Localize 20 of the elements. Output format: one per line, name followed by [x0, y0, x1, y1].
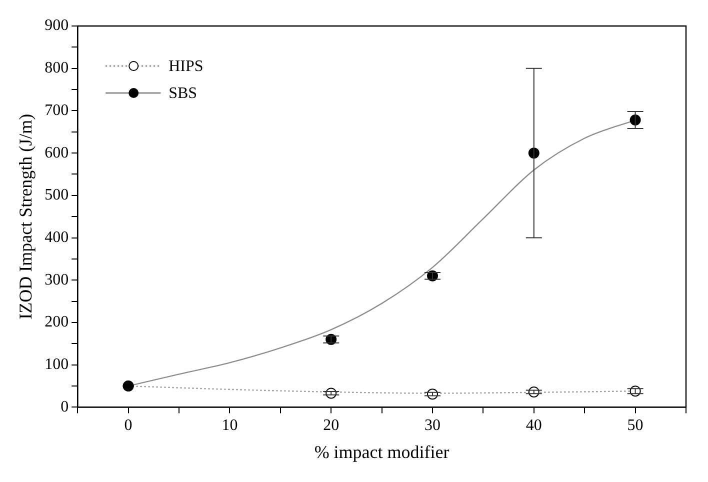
- x-tick-label: 0: [124, 417, 132, 434]
- y-tick-label: 500: [44, 186, 69, 204]
- x-tick-label: 50: [627, 417, 644, 434]
- x-tick-label: 40: [526, 417, 542, 434]
- y-tick-label: 100: [44, 356, 69, 374]
- x-tick-label: 10: [222, 417, 238, 434]
- x-tick-label: 30: [424, 417, 440, 434]
- y-tick-label: 300: [44, 271, 69, 288]
- legend-label: SBS: [168, 85, 198, 102]
- y-tick-label: 400: [44, 228, 69, 246]
- y-tick-label: 200: [44, 314, 69, 331]
- x-tick-label: 20: [323, 417, 340, 434]
- y-tick-label: 700: [44, 102, 69, 119]
- y-tick-label: 800: [44, 60, 69, 77]
- y-tick-label: 0: [60, 398, 69, 416]
- y-tick-label: 900: [44, 17, 69, 34]
- y-axis-title: IZOD Impact Strength (J/m): [16, 114, 36, 320]
- legend-label: HIPS: [168, 58, 204, 76]
- x-axis-title: % impact modifier: [314, 442, 450, 462]
- y-tick-label: 600: [44, 144, 69, 162]
